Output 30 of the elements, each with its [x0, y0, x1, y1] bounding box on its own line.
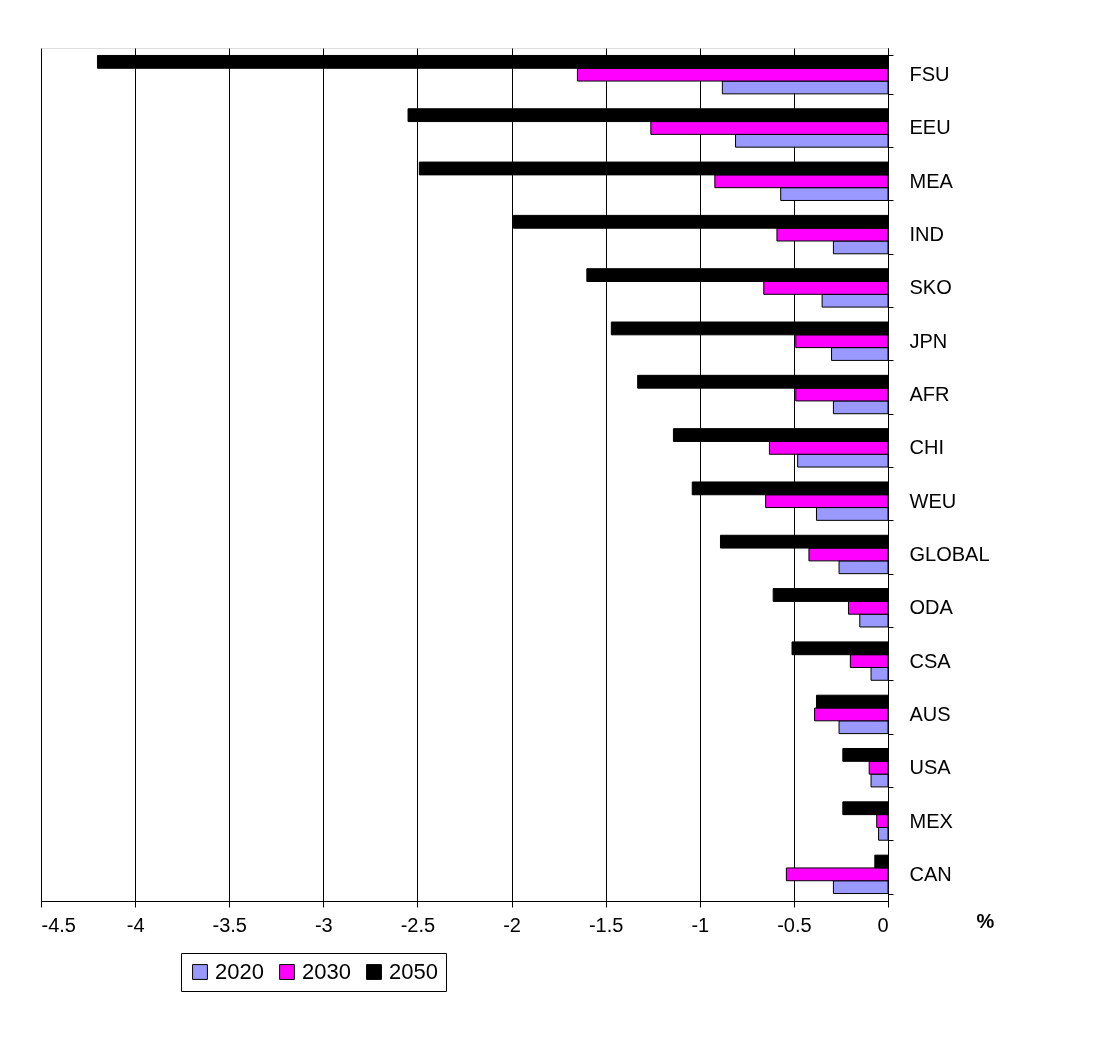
x-tick-label: -4.5: [41, 913, 76, 936]
x-tick-label: -1: [691, 913, 710, 936]
x-tick-label: -1.5: [588, 913, 624, 936]
y-tick-label: CAN: [909, 862, 952, 885]
x-axis-title: %: [976, 909, 995, 932]
y-tick-label: AUS: [909, 702, 951, 725]
y-tick-label: CHI: [909, 436, 944, 459]
x-tick-label: -2.5: [400, 913, 436, 936]
y-tick-label: AFR: [909, 383, 950, 406]
y-tick-label: EEU: [909, 116, 951, 139]
x-tick-label: 0: [877, 913, 889, 936]
y-tick-label: FSU: [909, 63, 950, 86]
y-tick-label: MEA: [909, 169, 954, 192]
y-tick-label: JPN: [909, 329, 948, 352]
x-tick-label: -2: [503, 913, 521, 936]
x-tick-label: -4: [126, 913, 145, 936]
x-tick-label: -0.5: [777, 913, 812, 936]
y-tick-label: SKO: [909, 276, 952, 299]
legend-label: 2030: [302, 959, 351, 984]
legend-label: 2050: [389, 959, 438, 984]
legend-label: 2020: [215, 959, 264, 984]
y-tick-label: ODA: [909, 596, 954, 619]
y-tick-label: WEU: [909, 489, 957, 512]
y-tick-label: CSA: [909, 649, 952, 672]
x-tick-label: -3: [314, 913, 333, 936]
y-tick-label: IND: [909, 223, 944, 246]
y-tick-label: USA: [909, 756, 952, 779]
y-tick-label: MEX: [909, 809, 953, 832]
x-tick-label: -3.5: [212, 913, 247, 936]
y-tick-label: GLOBAL: [909, 542, 990, 565]
